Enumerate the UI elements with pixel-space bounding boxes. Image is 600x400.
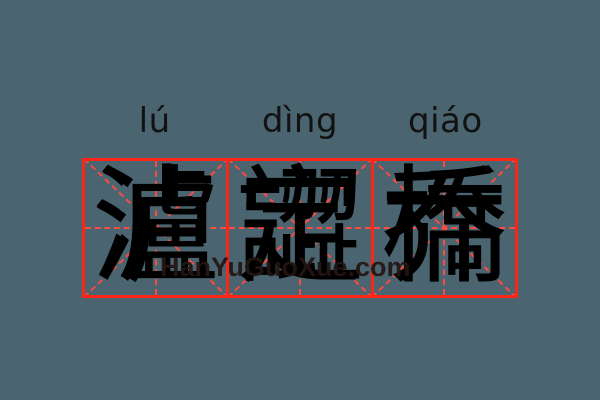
character-cell-ding: 譅 定 (229, 161, 374, 295)
pinyin-cell-3: qiáo (373, 92, 518, 138)
pinyin-label-ding: dìng (261, 101, 339, 141)
pinyin-cell-2: dìng (227, 92, 372, 138)
hanzi-front-qiao: 乔 (380, 161, 509, 295)
character-cell-qiao: 橋 乔 (373, 161, 515, 295)
glyph-layer-ding: 譅 定 (229, 161, 370, 295)
hanzi-front-ding: 定 (235, 161, 364, 295)
character-cell-lu: 瀘 泸 (85, 161, 230, 295)
pinyin-row: lú dìng qiáo (82, 92, 518, 138)
pinyin-label-qiao: qiáo (407, 101, 483, 141)
hanzi-front-lu: 泸 (91, 161, 220, 295)
hanzi-back-ding: 譅 (235, 161, 364, 295)
glyph-layer-qiao: 橋 乔 (374, 161, 515, 295)
glyph-layer-lu: 瀘 泸 (85, 161, 226, 295)
hanzi-back-qiao: 橋 (380, 161, 509, 295)
pinyin-label-lu: lú (138, 101, 171, 141)
pinyin-cell-1: lú (82, 92, 227, 138)
character-grid: 瀘 泸 譅 定 橋 乔 (82, 158, 518, 298)
hanzi-back-lu: 瀘 (91, 161, 220, 295)
